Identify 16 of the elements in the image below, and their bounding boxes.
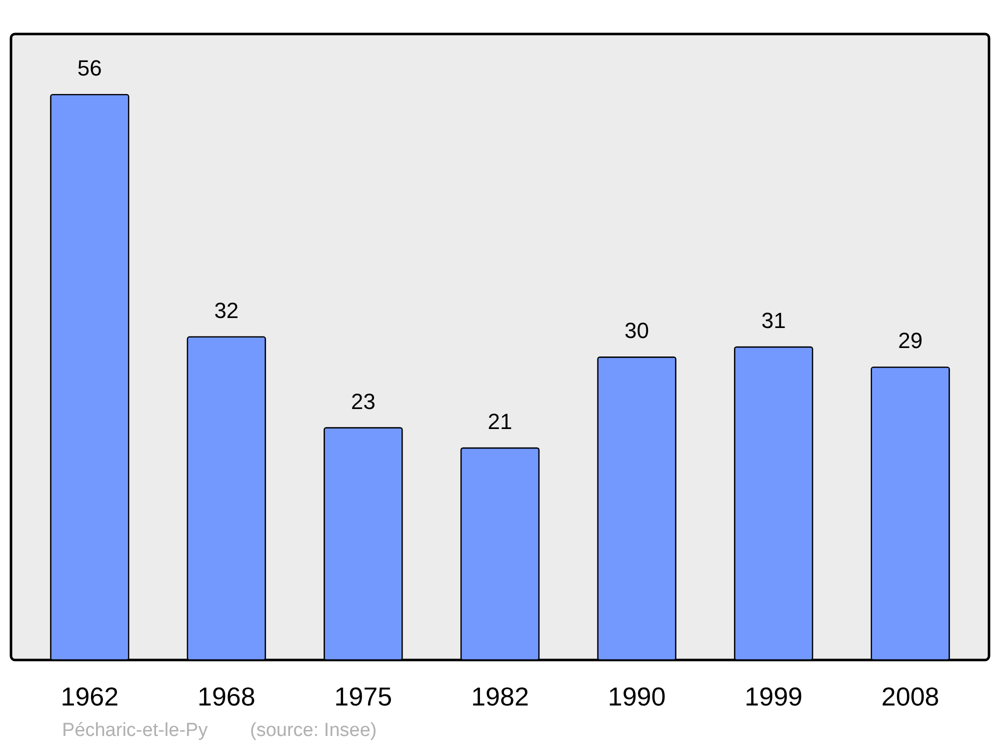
x-tick-label: 1962 [60, 682, 119, 712]
x-tick-label: 1990 [608, 682, 666, 712]
data-label: 21 [488, 408, 512, 434]
text: Pécharic-et-le-Py [62, 720, 208, 741]
x-tick-label: 2008 [881, 682, 940, 712]
data-label: 32 [214, 298, 239, 323]
data-label: 56 [77, 56, 102, 81]
data-label: 31 [761, 308, 786, 333]
data-label: 29 [898, 328, 923, 354]
x-tick-label: 1982 [471, 682, 529, 712]
x-tick-label: 1999 [744, 682, 802, 712]
x-tick-label: 1968 [198, 682, 256, 712]
x-tick-label: 1975 [334, 682, 392, 712]
text: (source: Insee) [250, 720, 377, 741]
data-label: 30 [624, 318, 650, 344]
data-label: 23 [350, 388, 376, 414]
